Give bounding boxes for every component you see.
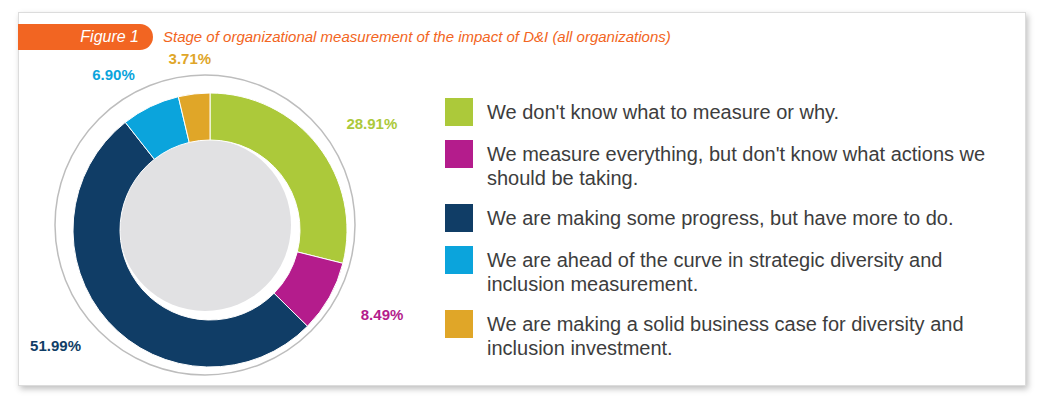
html-text:Stage of organizational measur: Stage of organizational measurement of t… xyxy=(163,28,671,45)
svg-text:3.71%: 3.71% xyxy=(169,50,212,67)
html-text:We measure everything, but don: We measure everything, but don't know wh… xyxy=(487,143,986,189)
svg-text:6.90%: 6.90% xyxy=(92,66,135,83)
html-text:We are making some progress, b: We are making some progress, but have mo… xyxy=(487,207,954,229)
html-text:We are making a solid business: We are making a solid business case for … xyxy=(487,313,964,359)
svg-text:51.99%: 51.99% xyxy=(30,337,81,354)
svg-text:8.49%: 8.49% xyxy=(361,306,404,323)
html-text:Figure 1: Figure 1 xyxy=(80,28,139,45)
html-text:We don't know what to measure: We don't know what to measure or why. xyxy=(487,101,840,123)
svg-text:28.91%: 28.91% xyxy=(346,115,397,132)
html-text:We are ahead of the curve in s: We are ahead of the curve in strategic d… xyxy=(487,249,943,295)
